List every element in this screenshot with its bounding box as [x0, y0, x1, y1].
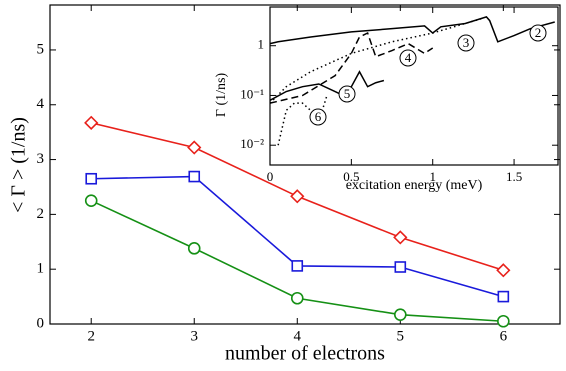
marker — [188, 170, 201, 183]
y-tick-label: 1 — [258, 37, 265, 52]
x-axis-label: number of electrons — [225, 343, 385, 365]
marker — [394, 261, 407, 273]
inset-frame — [269, 6, 559, 166]
marker — [497, 290, 510, 303]
label-circle — [338, 85, 356, 103]
inset-x-axis-label: excitation energy (meV) — [346, 178, 483, 193]
marker — [85, 172, 98, 185]
series-line — [277, 95, 328, 146]
marker — [290, 189, 305, 204]
label-circle — [399, 49, 417, 67]
y-tick-label: 1 — [37, 261, 45, 277]
y-tick-label: 5 — [37, 41, 45, 57]
x-tick-label: 3 — [190, 328, 198, 344]
x-tick-label: 6 — [500, 328, 508, 344]
marker — [497, 314, 510, 328]
series-line — [269, 16, 555, 45]
y-tick-label: 0 — [37, 315, 45, 331]
y-axis-label: < Γ > (1/ns) — [8, 117, 30, 213]
y-tick-label: 10⁻² — [240, 136, 264, 151]
x-tick-label: 5 — [397, 328, 405, 344]
series-label: 4 — [405, 50, 412, 65]
main-frame — [49, 4, 561, 325]
series-label: 6 — [315, 109, 322, 124]
y-tick-label: 3 — [37, 151, 45, 167]
y-tick-label: 10⁻¹ — [240, 86, 264, 101]
x-tick-label: 0 — [267, 169, 274, 184]
x-tick-label: 2 — [87, 328, 95, 344]
inset-y-axis-label: Γ (1/ns) — [214, 73, 229, 118]
marker — [290, 291, 304, 305]
x-tick-label: 0.5 — [343, 169, 359, 184]
label-circle — [529, 24, 547, 42]
series-line — [269, 31, 434, 104]
series-label: 5 — [344, 86, 351, 101]
marker — [84, 115, 99, 130]
x-tick-label: 1.5 — [506, 169, 522, 184]
marker — [393, 230, 408, 245]
marker — [187, 242, 201, 255]
marker — [187, 140, 202, 155]
label-circle — [309, 108, 327, 126]
marker — [291, 260, 304, 272]
series-label: 3 — [463, 35, 470, 50]
marker — [496, 263, 511, 278]
series-line — [269, 17, 482, 104]
marker — [394, 308, 407, 321]
x-tick-label: 1 — [429, 169, 436, 184]
x-tick-label: 4 — [294, 328, 302, 344]
y-tick-label: 4 — [37, 96, 45, 112]
marker — [84, 194, 98, 207]
y-tick-label: 2 — [37, 206, 45, 222]
series-label: 2 — [535, 25, 542, 40]
label-circle — [457, 34, 475, 52]
